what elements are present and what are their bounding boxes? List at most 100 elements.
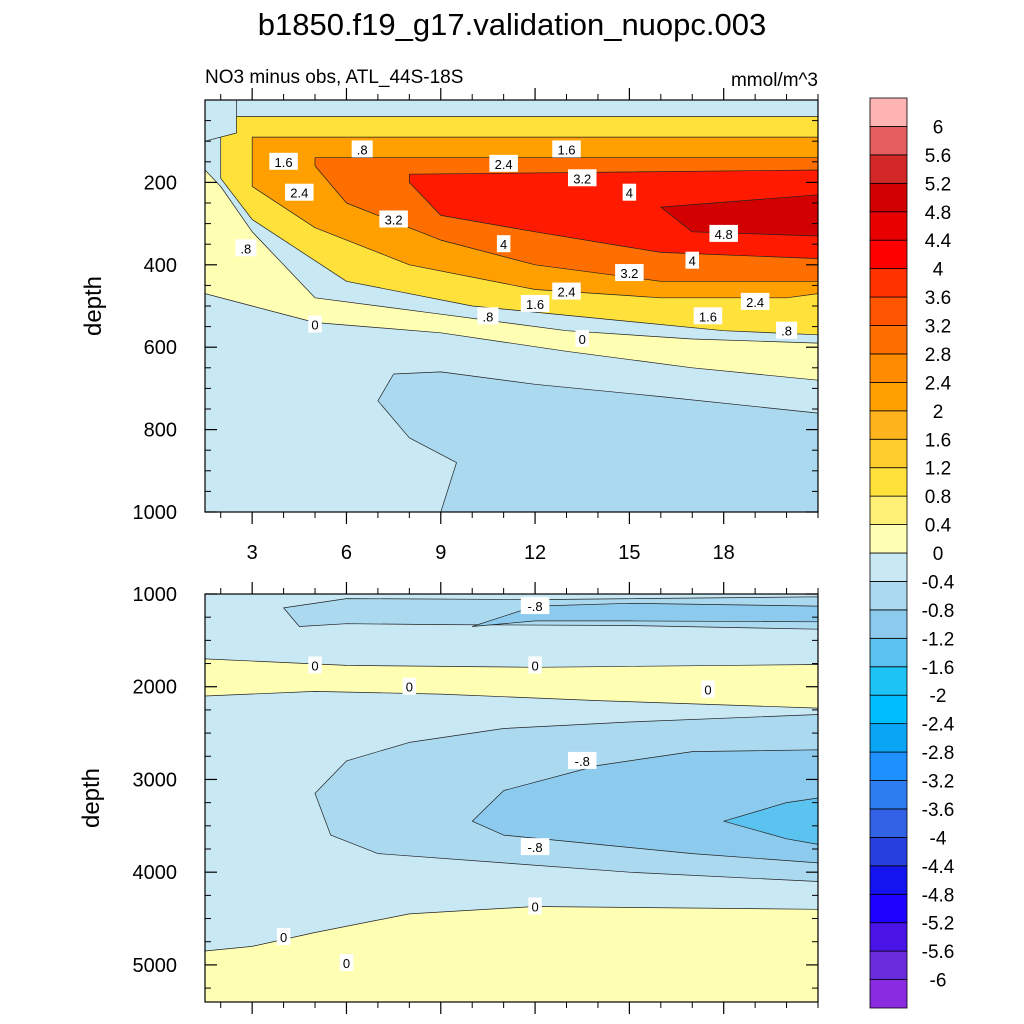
contour-label-bot-3: 0: [402, 677, 417, 695]
colorbar-box-30: [869, 126, 908, 156]
colorbar-label: -6: [930, 971, 947, 992]
contour-label-bg: [489, 154, 518, 172]
contour-label-bg: [269, 152, 298, 170]
contour-label-bg: [693, 307, 723, 325]
contour-label-top-8: .8: [235, 239, 257, 257]
contour-label-bg: [520, 838, 550, 856]
x-tick-label: 3: [247, 542, 258, 564]
contour-label-bg: [615, 264, 644, 282]
colorbar-box-16: [869, 524, 908, 554]
colorbar-label: -1.6: [922, 658, 955, 679]
contour-label-text: 1.6: [699, 309, 717, 324]
colorbar-label: -5.6: [922, 942, 955, 963]
contour-label-top-18: 0: [308, 315, 322, 333]
contour-label-text: 4: [626, 186, 633, 201]
contour-label-bg: [575, 329, 589, 347]
contour-label-bg: [740, 292, 770, 310]
contour-label-text: 1.6: [526, 297, 544, 312]
colorbar-label: 3.6: [925, 288, 951, 309]
contour-region-top-6: [205, 100, 237, 142]
contour-label-text: -.8: [575, 754, 590, 769]
colorbar-box-22: [869, 353, 908, 383]
contour-label-top-14: 1.6: [520, 294, 550, 312]
colorbar-box-21: [869, 381, 908, 412]
contour-region-bot-1: [205, 658, 818, 709]
colorbar-box-7: [869, 780, 908, 810]
contour-label-text: 0: [531, 899, 538, 914]
contour-label-text: 0: [704, 683, 711, 698]
contour-label-text: 2.4: [495, 157, 513, 172]
contour-label-top-1: 1.6: [269, 152, 298, 170]
contour-label-bg: [285, 183, 314, 201]
contour-label-text: 0: [406, 680, 413, 695]
contour-label-top-2: 1.6: [552, 140, 581, 158]
contour-label-bg: [567, 751, 597, 769]
y-tick-label: 800: [144, 420, 177, 442]
colorbar-box-20: [869, 410, 908, 440]
colorbar-box-13: [869, 609, 908, 639]
contour-label-text: 0: [343, 956, 350, 971]
contour-label-top-10: 4.8: [709, 224, 738, 242]
contour-label-text: -.8: [527, 599, 542, 614]
contour-label-text: 0: [531, 658, 538, 673]
colorbar-label: 3.2: [925, 317, 951, 338]
subtitle-left: NO3 minus obs, ATL_44S-18S: [205, 67, 463, 88]
contour-region-top-5: [660, 194, 818, 237]
plot-area-bot: -.8 0 0 0 0 -.8 -.8 0 0 0: [205, 594, 818, 1002]
plot-area-top: .8 1.6 1.6 2.4 3.2 4 2.4 3.2 .8 4 4.8 4 3.2 2.4 1.6 2.4…: [205, 100, 818, 512]
colorbar-box-31: [869, 97, 908, 127]
colorbar-label: -5.2: [922, 914, 955, 935]
contour-label-text: 3.2: [620, 266, 638, 281]
contour-label-top-7: 3.2: [379, 210, 408, 228]
colorbar-label: 2.4: [925, 373, 952, 394]
contour-label-bg: [552, 140, 581, 158]
x-axis-bot: [220, 582, 819, 1014]
contour-label-text: 2.4: [746, 295, 764, 310]
contour-label-text: 0: [311, 658, 318, 673]
colorbar-label: -4.4: [922, 857, 955, 878]
colorbar-box-18: [869, 467, 908, 497]
colorbar-label: 0.4: [925, 516, 952, 537]
y-axis-bot: 1000 2000 3000 4000 5000 depth: [78, 584, 818, 989]
colorbar-box-19: [869, 438, 908, 469]
contour-label-bg: [276, 928, 291, 946]
colorbar-label: -1.2: [922, 629, 955, 650]
y-tick-label: 1000: [133, 502, 178, 524]
contour-label-text: .8: [357, 142, 368, 157]
colorbar-label: 2: [933, 402, 944, 423]
x-tick-label: 18: [713, 542, 735, 564]
contour-label-bg: [351, 140, 373, 158]
contour-label-bot-1: 0: [308, 656, 322, 674]
contour-label-top-4: 3.2: [567, 169, 597, 187]
contour-label-bg: [308, 656, 322, 674]
contour-label-top-0: .8: [351, 140, 373, 158]
colorbar-box-8: [869, 751, 908, 781]
contour-label-bg: [235, 239, 257, 257]
lower-panel: -.8 0 0 0 0 -.8 -.8 0 0 0 1000 2000 3000 4000 5000 dept…: [78, 582, 819, 1014]
contour-label-bot-8: 0: [276, 928, 291, 946]
contour-label-text: 0: [311, 318, 318, 333]
y-axis-label: depth: [80, 276, 107, 336]
contour-label-bot-4: 0: [701, 680, 715, 698]
contour-label-top-6: 2.4: [285, 183, 314, 201]
colorbar-box-9: [869, 723, 908, 753]
colorbar-box-5: [869, 836, 908, 867]
contour-label-bg: [528, 656, 542, 674]
contour-label-bg: [685, 251, 700, 269]
colorbar-label: 5.2: [925, 174, 951, 195]
colorbar-label: -2.4: [922, 715, 955, 736]
contour-label-bot-7: 0: [528, 897, 542, 915]
contour-label-top-3: 2.4: [489, 154, 518, 172]
colorbar-box-24: [869, 296, 908, 326]
contour-label-bot-6: -.8: [520, 838, 550, 856]
contour-label-bg: [520, 597, 550, 615]
x-tick-label: 15: [618, 542, 640, 564]
contour-label-bot-2: 0: [528, 656, 542, 674]
contour-label-bg: [477, 307, 499, 325]
y-tick-label: 2000: [133, 677, 178, 699]
colorbar-label: 5.6: [925, 146, 951, 167]
contour-label-text: .8: [483, 309, 494, 324]
colorbar-label: -2: [930, 686, 947, 707]
